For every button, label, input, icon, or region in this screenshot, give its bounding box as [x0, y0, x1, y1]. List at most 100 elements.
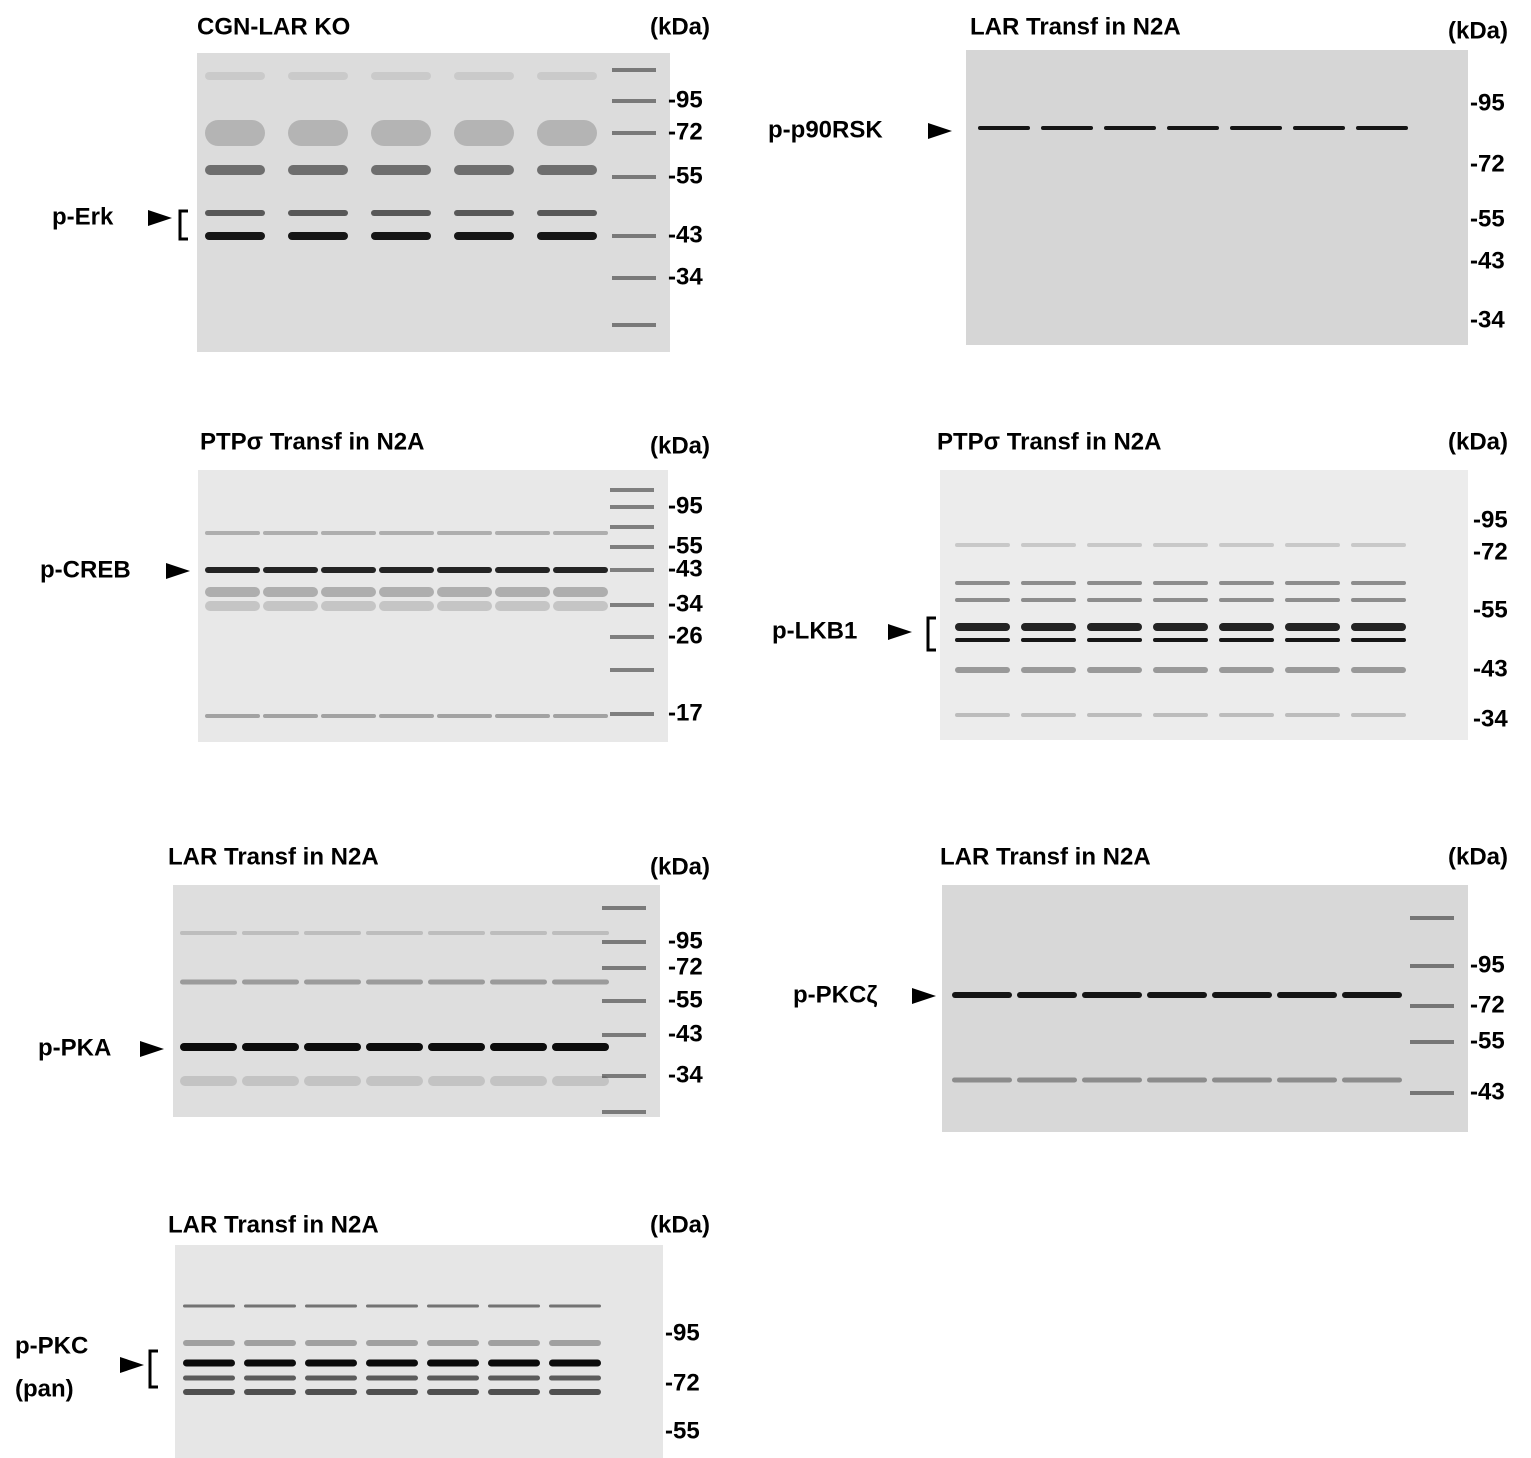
- band: [366, 1043, 423, 1051]
- band: [305, 1389, 357, 1395]
- marker-label: -72: [1470, 150, 1505, 177]
- target-label: p-p90RSK: [768, 116, 883, 143]
- band: [205, 232, 265, 240]
- band: [1219, 598, 1274, 602]
- target-label: p-PKA: [38, 1034, 111, 1061]
- band: [1087, 543, 1142, 547]
- band: [321, 601, 376, 611]
- blot-panel: LAR Transf in N2A (kDa) -95 -72 -55 -43 -34 p-p…: [768, 13, 1508, 345]
- bracket: [148, 1349, 158, 1389]
- panel-title: LAR Transf in N2A: [940, 843, 1151, 870]
- band: [955, 667, 1010, 673]
- band: [537, 210, 597, 216]
- band: [428, 1043, 485, 1051]
- band: [1342, 992, 1402, 998]
- ladder-band: [612, 131, 656, 135]
- band: [263, 714, 318, 718]
- band: [955, 638, 1010, 642]
- marker-label: -72: [668, 118, 703, 145]
- band: [1021, 667, 1076, 673]
- band: [549, 1359, 601, 1367]
- ladder-band: [602, 940, 646, 944]
- band: [321, 587, 376, 597]
- band: [371, 72, 431, 80]
- marker-label: -95: [1470, 951, 1505, 978]
- band: [366, 1076, 423, 1086]
- band: [1017, 992, 1077, 998]
- band: [1087, 713, 1142, 717]
- band: [1021, 638, 1076, 642]
- ladder-band: [1410, 1091, 1454, 1095]
- ladder-band: [610, 635, 654, 639]
- blot-image: [175, 1245, 663, 1458]
- blot-panel: CGN-LAR KO (kDa) -95 -72 -55 -43 -34 p-Erk: [52, 13, 710, 352]
- ladder-band: [1410, 1040, 1454, 1044]
- ladder-band: [602, 966, 646, 970]
- unit-label: (kDa): [1448, 17, 1508, 44]
- band: [1351, 543, 1406, 547]
- unit-label: (kDa): [1448, 428, 1508, 455]
- target-label: p-CREB: [40, 556, 131, 583]
- ladder-band: [610, 488, 654, 492]
- ladder-band: [610, 712, 654, 716]
- band: [242, 1076, 299, 1086]
- band: [242, 1043, 299, 1051]
- band: [1087, 623, 1142, 631]
- marker-label: -72: [1470, 991, 1505, 1018]
- band: [549, 1389, 601, 1395]
- band: [488, 1389, 540, 1395]
- unit-label: (kDa): [650, 1211, 710, 1238]
- band: [1293, 126, 1345, 130]
- band: [205, 601, 260, 611]
- band: [379, 714, 434, 718]
- band: [490, 979, 547, 985]
- band: [537, 120, 597, 146]
- band: [244, 1359, 296, 1367]
- band: [454, 232, 514, 240]
- band: [437, 567, 492, 573]
- band: [955, 543, 1010, 547]
- band: [205, 531, 260, 535]
- band: [955, 623, 1010, 631]
- ladder-band: [602, 906, 646, 910]
- marker-label: -95: [1470, 89, 1505, 116]
- band: [180, 1076, 237, 1086]
- panel-title: LAR Transf in N2A: [168, 1211, 379, 1238]
- band: [180, 931, 237, 935]
- marker-label: -43: [1470, 1078, 1505, 1105]
- band: [427, 1375, 479, 1381]
- band: [427, 1389, 479, 1395]
- band: [244, 1375, 296, 1381]
- band: [1104, 126, 1156, 130]
- band: [1277, 1077, 1337, 1083]
- marker-label: -43: [1470, 247, 1505, 274]
- band: [537, 232, 597, 240]
- ladder-band: [1410, 964, 1454, 968]
- arrow: [148, 210, 172, 226]
- band: [454, 210, 514, 216]
- band: [1285, 543, 1340, 547]
- band: [1021, 623, 1076, 631]
- marker-label: -34: [668, 263, 703, 290]
- band: [183, 1375, 235, 1381]
- marker-label: -95: [665, 1319, 700, 1346]
- blot-panel: PTPσ Transf in N2A (kDa) -95 -72 -55 -43 -34 p-…: [772, 428, 1508, 740]
- band: [427, 1340, 479, 1346]
- band: [305, 1375, 357, 1381]
- band: [1021, 543, 1076, 547]
- band: [321, 714, 376, 718]
- band: [1219, 667, 1274, 673]
- band: [428, 979, 485, 985]
- ladder-band: [612, 99, 656, 103]
- band: [1285, 598, 1340, 602]
- band: [1041, 126, 1093, 130]
- ladder-band: [1410, 916, 1454, 920]
- ladder-band: [612, 175, 656, 179]
- marker-label: -55: [665, 1417, 700, 1444]
- band: [321, 567, 376, 573]
- band: [366, 979, 423, 985]
- band: [366, 931, 423, 935]
- marker-label: -72: [665, 1369, 700, 1396]
- band: [553, 567, 608, 573]
